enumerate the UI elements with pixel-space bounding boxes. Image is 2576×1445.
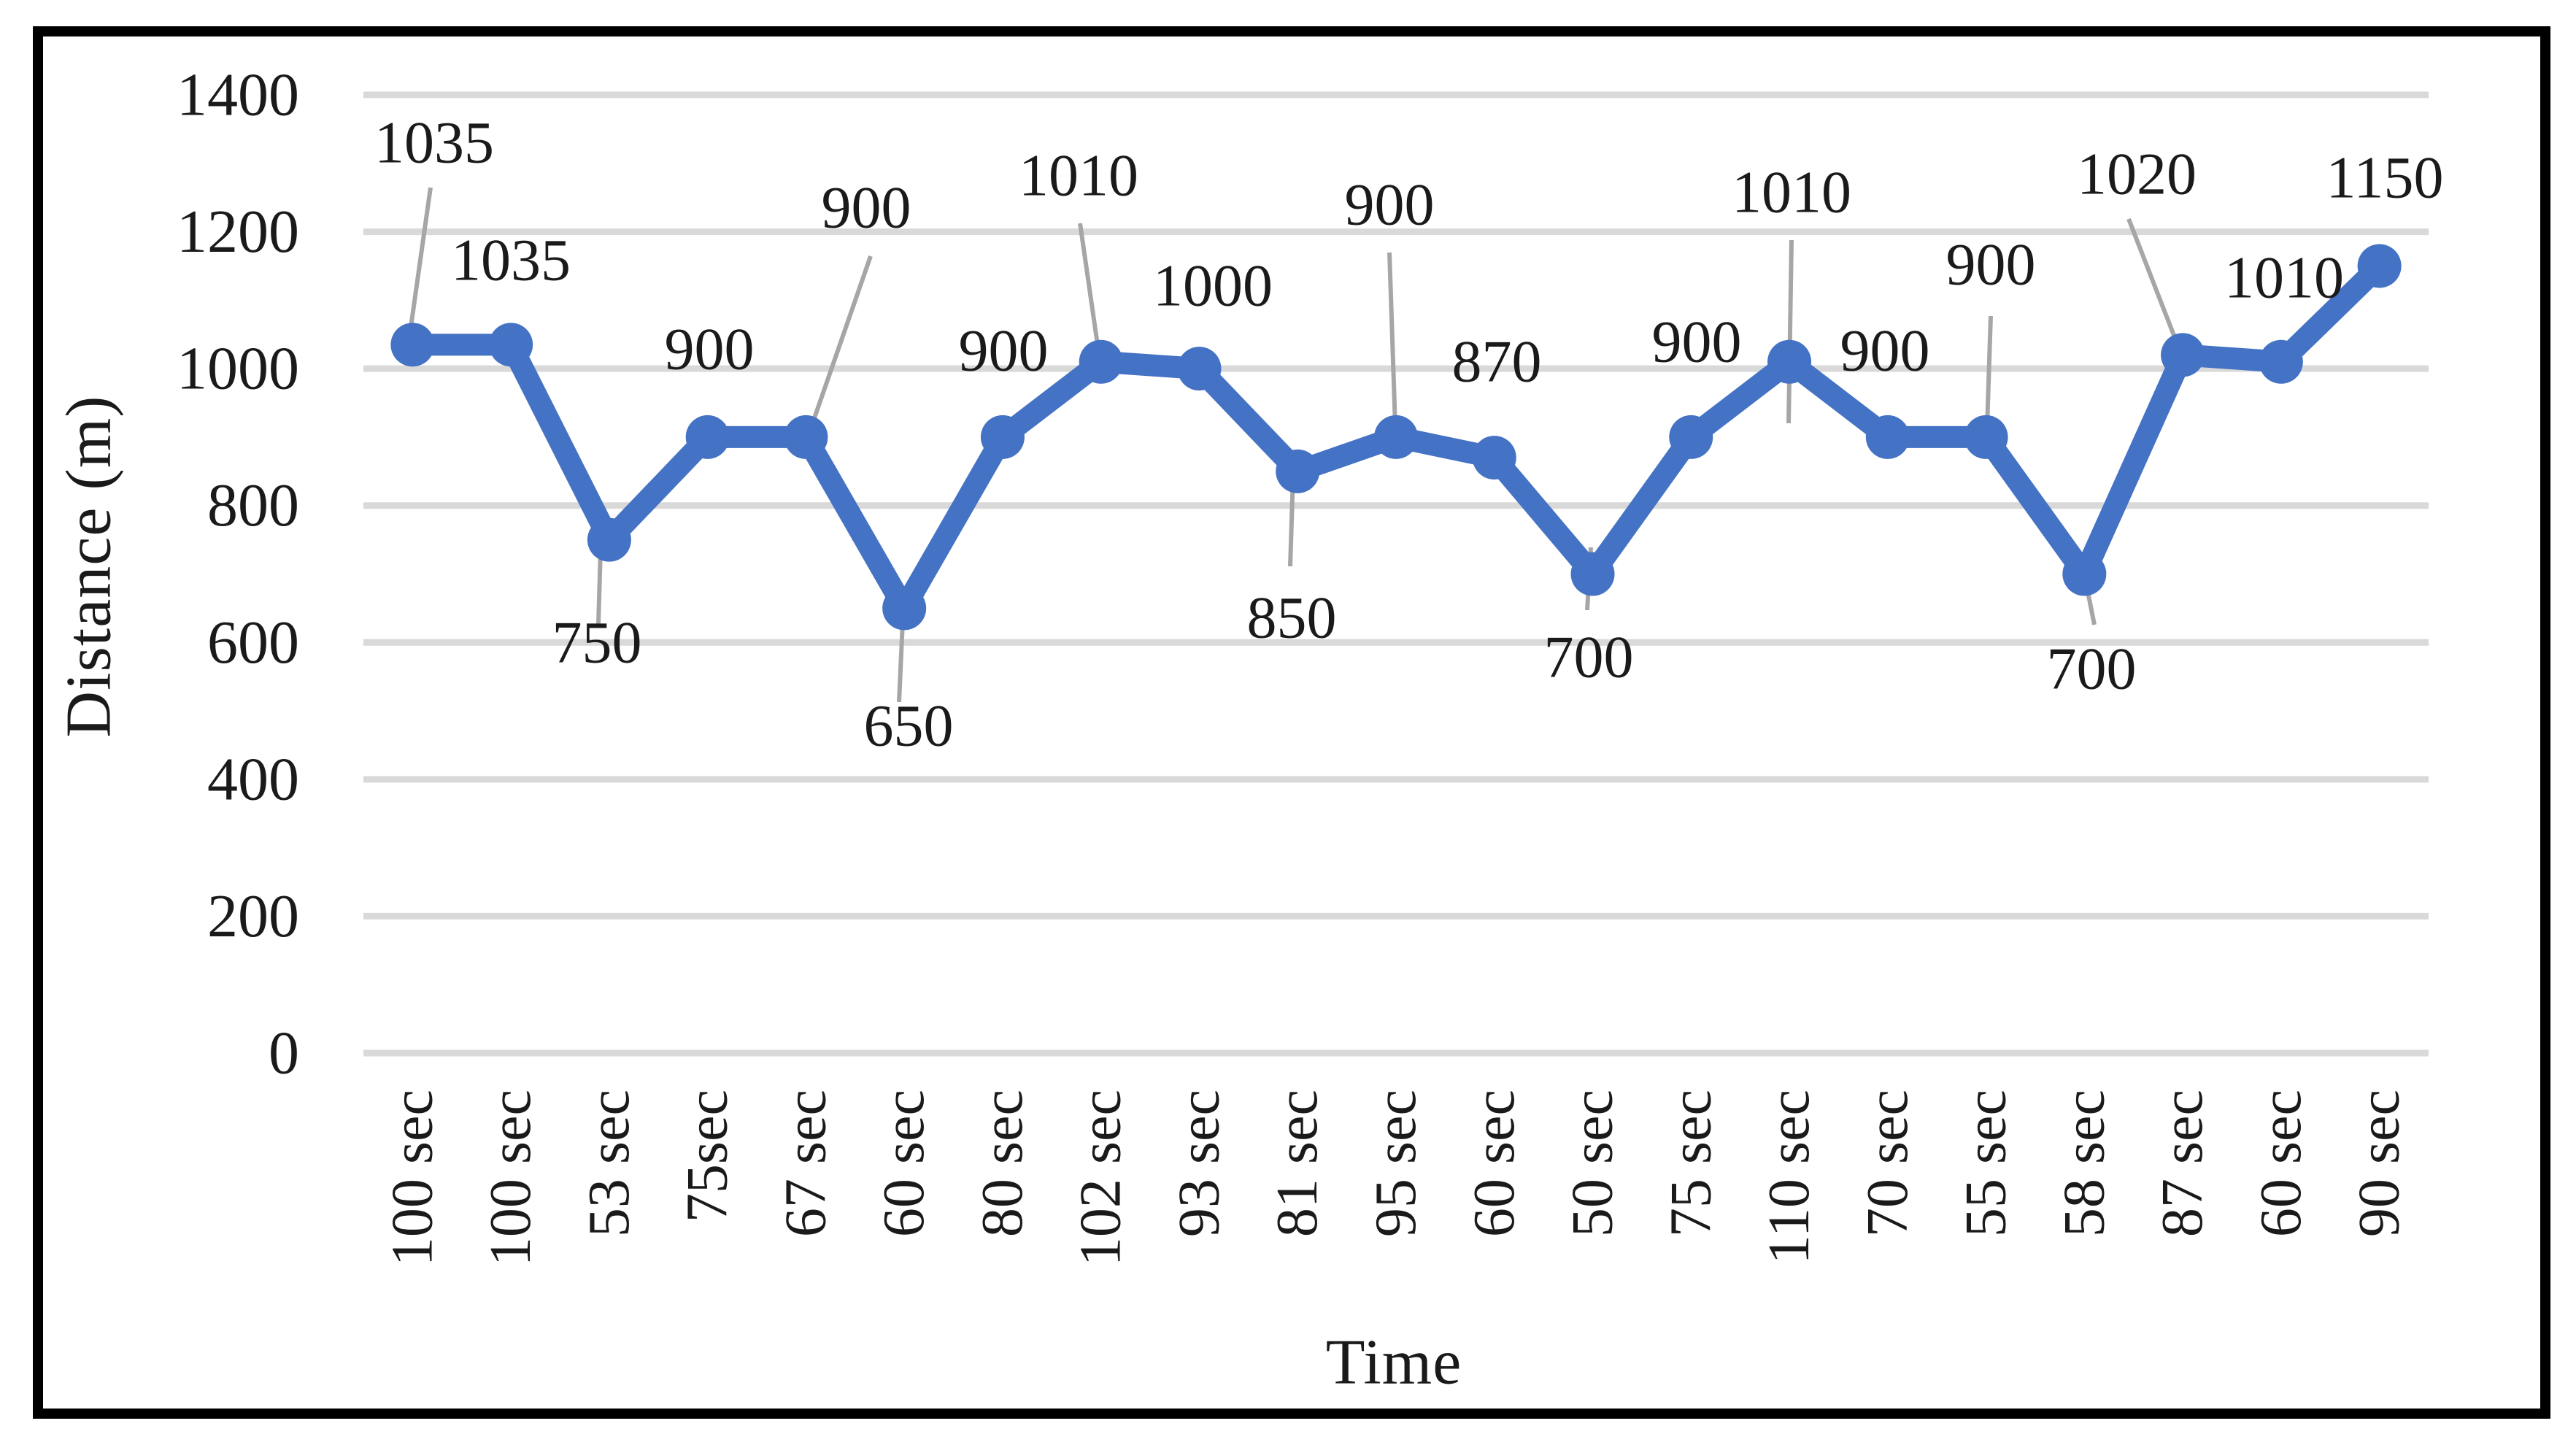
data-label: 870 [1452, 328, 1542, 395]
x-tick-label: 102 sec [1069, 1090, 1133, 1266]
x-tick-label: 53 sec [577, 1090, 641, 1237]
data-point [1669, 415, 1713, 459]
data-point [489, 323, 533, 367]
y-tick-label: 1200 [177, 198, 299, 266]
data-point [1865, 415, 1910, 459]
leader-line [808, 255, 873, 431]
x-tick-label: 60 sec [872, 1090, 936, 1237]
data-label: 900 [1840, 317, 1930, 384]
data-label: 900 [665, 316, 755, 382]
data-label: 650 [864, 693, 954, 759]
x-tick-label: 90 sec [2348, 1090, 2412, 1237]
leader-line [596, 548, 603, 625]
y-tick-label: 400 [207, 745, 299, 813]
data-point [2357, 244, 2402, 288]
x-tick-label: 55 sec [1954, 1090, 2018, 1237]
x-tick-label: 60 sec [1462, 1090, 1527, 1237]
x-tick-label: 70 sec [1856, 1090, 1920, 1237]
data-label: 1020 [2077, 141, 2197, 207]
data-point [685, 415, 730, 459]
x-tick-label: 100 sec [479, 1090, 543, 1266]
leader-line [1387, 252, 1397, 428]
data-point [1079, 339, 1123, 384]
leader-line [408, 187, 433, 333]
data-label: 900 [1946, 231, 2036, 298]
data-point [1472, 436, 1516, 480]
data-label: 900 [822, 174, 911, 241]
data-point [1964, 415, 2008, 459]
data-point [587, 517, 631, 562]
data-label: 700 [2047, 636, 2137, 702]
data-label: 1010 [1732, 159, 1851, 226]
data-point [1767, 339, 1812, 384]
x-axis-title: Time [1325, 1327, 1462, 1398]
leader-line [1786, 239, 1794, 424]
data-point [882, 586, 927, 631]
chart-border [33, 26, 2550, 1419]
leader-line [2126, 217, 2180, 348]
data-label: 1000 [1153, 253, 1273, 319]
data-label: 900 [959, 317, 1049, 384]
y-tick-label: 0 [269, 1020, 299, 1087]
y-axis-title: Distance (m) [53, 395, 125, 738]
x-tick-label: 110 sec [1757, 1090, 1821, 1264]
x-tick-label: 50 sec [1561, 1090, 1625, 1237]
data-point [980, 415, 1025, 459]
data-label: 1010 [1019, 142, 1138, 209]
x-tick-label: 80 sec [971, 1090, 1035, 1237]
data-point [1276, 449, 1320, 493]
y-tick-label: 800 [207, 471, 299, 539]
data-label: 750 [552, 609, 642, 676]
data-label: 1035 [374, 109, 494, 176]
data-label: 900 [1345, 172, 1435, 238]
y-tick-label: 1000 [177, 335, 299, 403]
y-tick-label: 600 [207, 609, 299, 677]
data-label: 1150 [2326, 144, 2444, 211]
x-tick-label: 75sec [676, 1090, 740, 1222]
x-tick-label: 67 sec [774, 1090, 838, 1237]
data-point [1177, 347, 1222, 391]
x-tick-label: 81 sec [1265, 1090, 1330, 1237]
data-label: 850 [1247, 585, 1337, 651]
x-tick-label: 75 sec [1659, 1090, 1723, 1237]
y-tick-label: 1400 [177, 61, 299, 129]
data-label: 1010 [2224, 244, 2344, 311]
data-point [2161, 333, 2205, 377]
data-label: 900 [1652, 309, 1742, 375]
x-tick-label: 60 sec [2249, 1090, 2313, 1237]
x-tick-label: 58 sec [2052, 1090, 2116, 1237]
data-point [2062, 552, 2107, 596]
data-point [784, 415, 828, 459]
y-tick-label: 200 [207, 882, 299, 950]
x-tick-label: 87 sec [2151, 1090, 2215, 1237]
x-tick-label: 93 sec [1167, 1090, 1231, 1237]
data-point [1374, 415, 1418, 459]
x-tick-label: 95 sec [1364, 1090, 1428, 1237]
data-label: 700 [1544, 624, 1634, 690]
leader-line [1985, 315, 1993, 428]
x-tick-label: 100 sec [380, 1090, 444, 1266]
data-label: 1035 [451, 227, 571, 293]
data-point [1570, 552, 1615, 596]
data-point [390, 323, 435, 367]
data-point [2259, 339, 2303, 384]
leader-line [897, 621, 905, 703]
